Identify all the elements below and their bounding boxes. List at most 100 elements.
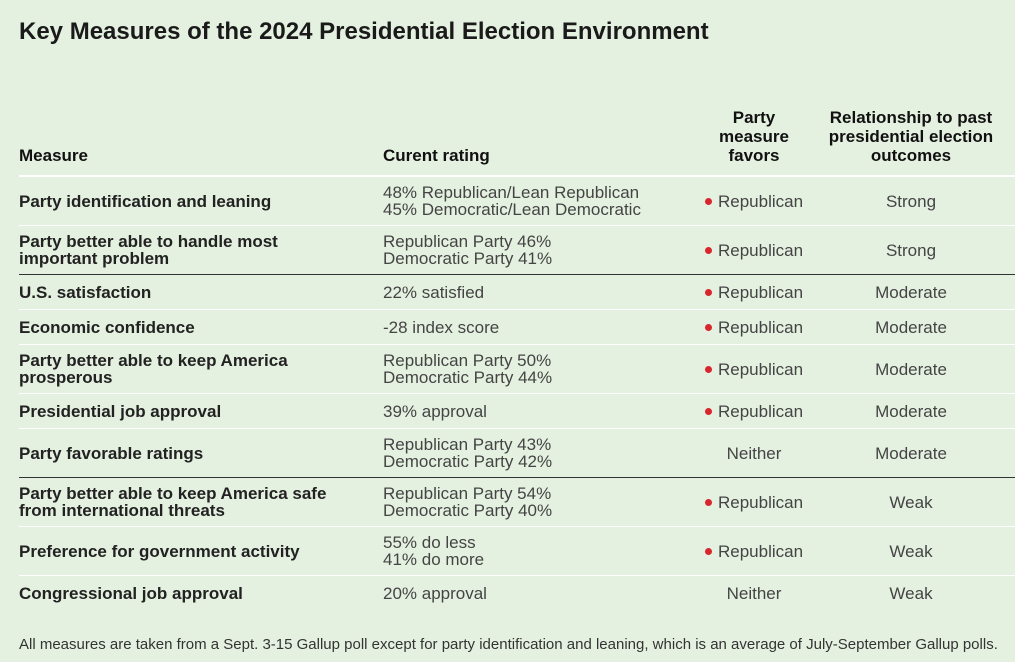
rating-line: -28 index score [383,317,500,337]
rating-line: 55% do less [383,533,476,552]
rating-line: Republican Party 46% [383,232,552,251]
favors-text: Republican [717,282,804,302]
rating-line: Democratic Party 42% [383,452,553,471]
party-dot [704,323,712,331]
favors-text: Republican [717,317,804,337]
favors-text: Republican [717,401,804,421]
favors-cell: Republican [683,274,825,310]
rating-cell: 20% approval [383,575,683,610]
rating-cell: 55% do less 41% do more [383,526,683,576]
favors-text: Republican [717,191,804,211]
relationship-cell: Moderate [825,274,1015,310]
favors-text: Republican [717,541,804,561]
column-header: Party measure favors [683,108,825,176]
party-dot [704,407,712,415]
relationship-cell: Moderate [825,309,1015,345]
favors-text: Republican [717,240,804,260]
favors-cell: Republican [683,477,825,527]
measure-cell: Party favorable ratings [19,428,383,478]
measure-cell: Presidential job approval [19,393,383,429]
rating-line: 48% Republican/Lean Republican [383,183,640,202]
column-header-text: Relationship to past presidential electi… [828,108,994,165]
rating-line: Republican Party 54% [383,484,552,503]
relationship-text: Strong [885,240,937,260]
table-row: Congressional job approval 20% approval Ne… [19,575,1015,610]
measure-cell: U.S. satisfaction [19,274,383,310]
relationship-text: Weak [889,583,933,603]
table-row: U.S. satisfaction 22% satisfied Republican… [19,274,1015,310]
title: Key Measures of the 2024 Presidential El… [19,18,709,45]
rating-line: Democratic Party 44% [383,368,553,387]
party-dot [704,197,712,205]
relationship-cell: Moderate [825,344,1015,394]
rating-line: 41% do more [383,550,485,569]
relationship-cell: Strong [825,175,1015,226]
favors-cell: Republican [683,225,825,275]
rating-line: 22% satisfied [383,282,485,302]
rating-line: Republican Party 50% [383,351,552,370]
measure-cell: Party identification and leaning [19,175,383,226]
favors-cell: Republican [683,344,825,394]
rating-line: 20% approval [383,583,487,603]
header-row: Measure Curent rating Party measure favo… [19,108,1015,176]
column-header: Curent rating [383,146,490,165]
table-row: Economic confidence -28 index score Republ… [19,309,1015,345]
measure-cell: Congressional job approval [19,575,383,610]
favors-cell: Republican [683,393,825,429]
rating-line: Republican Party 43% [383,435,552,454]
party-dot [704,498,712,506]
table-row: Presidential job approval 39% approval Rep… [19,393,1015,429]
party-dot [704,547,712,555]
relationship-cell: Weak [825,477,1015,527]
relationship-cell: Weak [825,526,1015,576]
favors-text: Republican [717,492,804,512]
table-row: Party better able to keep America safe f… [19,477,1015,527]
relationship-text: Moderate [875,282,947,302]
rating-cell: 39% approval [383,393,683,429]
footnote: All measures are taken from a Sept. 3-15… [19,636,998,653]
table-row: Party identification and leaning 48% Repu… [19,175,1015,226]
rating-cell: 48% Republican/Lean Republican 45% Democr… [383,175,683,226]
rating-line: 45% Democratic/Lean Democratic [383,200,641,219]
relationship-text: Moderate [875,401,947,421]
column-header-text: Party measure favors [719,108,789,165]
rating-cell: Republican Party 43% Democratic Party 42% [383,428,683,478]
table-row: Party better able to keep America prospe… [19,344,1015,394]
favors-cell: Neither [683,428,825,478]
column-header: Relationship to past presidential electi… [825,108,1015,176]
favors-text: Republican [717,359,804,379]
party-dot [704,246,712,254]
rating-line: Democratic Party 41% [383,249,553,268]
relationship-cell: Weak [825,575,1015,610]
relationship-text: Moderate [875,359,947,379]
rating-cell: Republican Party 54% Democratic Party 40% [383,477,683,527]
relationship-text: Moderate [875,317,947,337]
relationship-cell: Moderate [825,393,1015,429]
measure-cell: Party better able to keep America prospe… [19,344,383,394]
measure-cell: Party better able to handle most importa… [19,225,383,275]
rating-line: 39% approval [383,401,487,421]
table-row: Preference for government activity 55% do… [19,526,1015,576]
measures-table: Measure Curent rating Party measure favo… [19,108,1015,610]
favors-cell: Neither [683,575,825,610]
relationship-text: Moderate [875,443,947,463]
party-dot [704,288,712,296]
favors-cell: Republican [683,526,825,576]
rating-cell: Republican Party 46% Democratic Party 41% [383,225,683,275]
column-header: Measure [19,146,88,165]
table-row: Party better able to handle most importa… [19,225,1015,275]
favors-cell: Republican [683,309,825,345]
relationship-text: Weak [889,541,933,561]
table-row: Party favorable ratings Republican Party … [19,428,1015,478]
rating-cell: Republican Party 50% Democratic Party 44% [383,344,683,394]
measure-cell: Preference for government activity [19,526,383,576]
relationship-text: Strong [885,191,937,211]
favors-text: Neither [726,583,782,603]
relationship-cell: Strong [825,225,1015,275]
rating-cell: -28 index score [383,309,683,345]
measure-cell: Party better able to keep America safe f… [19,477,383,527]
rating-cell: 22% satisfied [383,274,683,310]
party-dot [704,365,712,373]
measure-cell: Economic confidence [19,309,383,345]
